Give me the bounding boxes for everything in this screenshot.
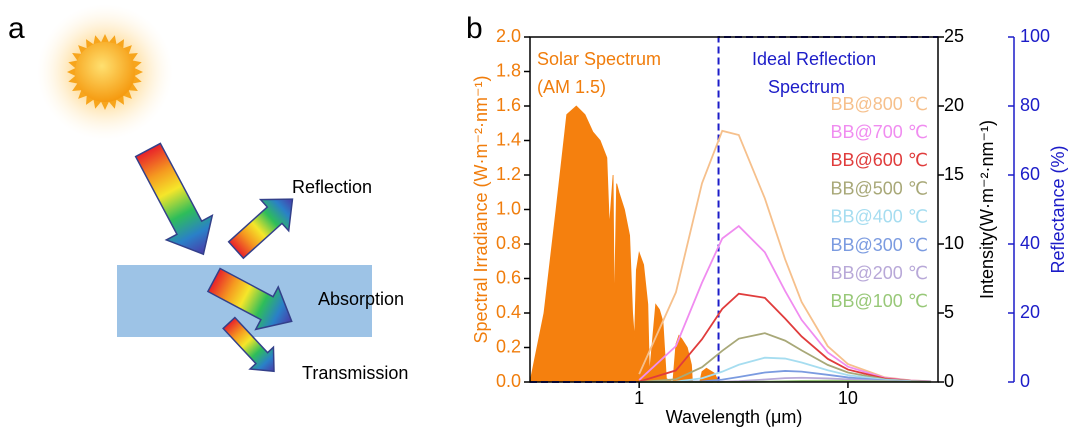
incident-arrow <box>134 142 214 256</box>
y-tick-label: 2.0 <box>496 26 521 46</box>
y-tick-label: 0.8 <box>496 233 521 253</box>
y2-tick-label: 15 <box>944 164 964 184</box>
y3-tick-label: 0 <box>1020 371 1030 391</box>
reflection-arrow <box>227 198 294 260</box>
y2-tick-label: 0 <box>944 371 954 391</box>
y3-tick-label: 40 <box>1020 233 1040 253</box>
panel-label: b <box>466 12 483 45</box>
y2-tick-label: 25 <box>944 26 964 46</box>
y2-axis-title: Intensity(W·m⁻²·nm⁻¹) <box>977 120 997 299</box>
y-tick-label: 0.0 <box>496 371 521 391</box>
legend-label: BB@400 ℃ <box>830 207 928 227</box>
panel-b: b 0.0 0.2 0.4 0.6 0.8 1.0 1.2 1.4 1.6 1.8 2.0 Spect… <box>466 12 1068 427</box>
reflection-label: Reflection <box>292 177 372 197</box>
annotation: Ideal Reflection <box>752 49 876 69</box>
legend-label: BB@200 ℃ <box>830 263 928 283</box>
y-tick-label: 1.4 <box>496 129 521 149</box>
y3-axis-title: Reflectance (%) <box>1048 145 1068 273</box>
legend-label: BB@300 ℃ <box>830 235 928 255</box>
sun-disc <box>75 42 135 102</box>
y-tick-label: 1.8 <box>496 60 521 80</box>
legend-label: BB@700 ℃ <box>830 122 928 142</box>
y-tick-label: 1.0 <box>496 198 521 218</box>
y3-tick-label: 60 <box>1020 164 1040 184</box>
legend-label: BB@800 ℃ <box>830 94 928 114</box>
absorption-arrow <box>206 267 293 331</box>
panel-a: a Reflection Absorption Transmission <box>8 4 408 383</box>
legend-label: BB@600 ℃ <box>830 150 928 170</box>
y-tick-label: 1.2 <box>496 164 521 184</box>
y-tick-label: 0.2 <box>496 336 521 356</box>
y-tick-label: 1.6 <box>496 95 521 115</box>
annotation: Solar Spectrum <box>537 49 661 69</box>
x-tick-label: 10 <box>838 388 858 408</box>
y-tick-label: 0.6 <box>496 267 521 287</box>
transmission-label: Transmission <box>302 363 408 383</box>
solar-spectrum-area <box>529 105 723 383</box>
sun <box>67 34 143 110</box>
y-axis-title: Spectral Irradiance (W·m⁻²·nm⁻¹) <box>471 75 491 343</box>
absorption-label: Absorption <box>318 289 404 309</box>
legend-label: BB@100 ℃ <box>830 291 928 311</box>
annotation: (AM 1.5) <box>537 77 606 97</box>
panel-label: a <box>8 12 25 45</box>
y2-tick-label: 20 <box>944 95 964 115</box>
annotation: Spectrum <box>768 77 845 97</box>
y2-tick-label: 10 <box>944 233 964 253</box>
transmission-arrow <box>222 316 275 373</box>
y3-tick-label: 20 <box>1020 302 1040 322</box>
legend-label: BB@500 ℃ <box>830 178 928 198</box>
x-axis-title: Wavelength (μm) <box>666 407 803 427</box>
y3-tick-label: 80 <box>1020 95 1040 115</box>
y2-tick-label: 5 <box>944 302 954 322</box>
y-tick-label: 0.4 <box>496 302 521 322</box>
x-tick-label: 1 <box>634 388 644 408</box>
y3-tick-label: 100 <box>1020 26 1050 46</box>
